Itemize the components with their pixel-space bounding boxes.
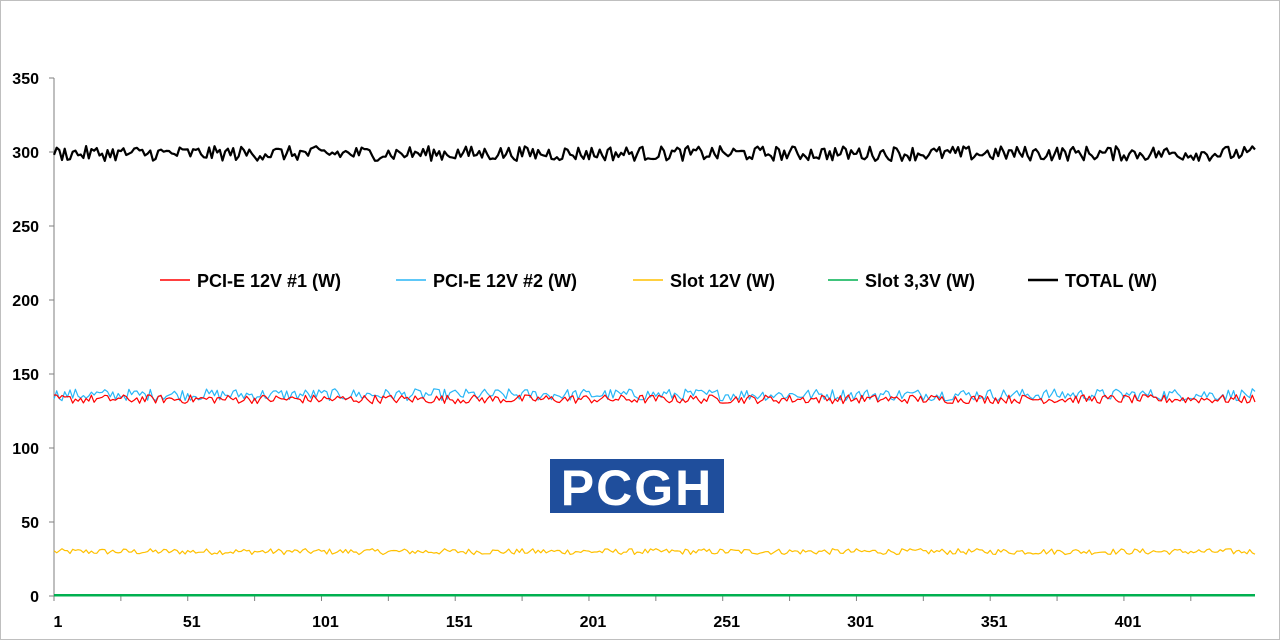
logo-background [550,459,724,513]
x-tick-label: 251 [713,614,740,631]
y-tick-label: 350 [12,71,39,88]
legend-label: PCI-E 12V #1 (W) [197,271,341,291]
legend-label: Slot 12V (W) [670,271,775,291]
series-line-0 [53,394,1256,405]
legend-label: TOTAL (W) [1065,271,1157,291]
x-tick-label: 1 [54,614,63,631]
x-tick-label: 151 [446,614,473,631]
series-layer [52,145,1256,597]
y-tick-label: 150 [12,367,39,384]
y-tick-label: 250 [12,219,39,236]
y-tick-label: 300 [12,145,39,162]
y-tick-label: 50 [21,515,39,532]
logo-text: PCGH [561,460,713,516]
x-tick-label: 51 [183,614,201,631]
legend-label: Slot 3,3V (W) [865,271,975,291]
x-tick-label: 201 [580,614,607,631]
legend-label: PCI-E 12V #2 (W) [433,271,577,291]
pcgh-logo: PCGH [550,459,724,516]
series-line-2 [53,548,1256,556]
legend: PCI-E 12V #1 (W) PCI-E 12V #2 (W) Slot 12V… [160,271,1157,291]
series-line-4 [52,145,1256,162]
y-tick-label: 0 [30,589,39,606]
x-tick-label: 401 [1115,614,1142,631]
x-tick-label: 351 [981,614,1008,631]
x-tick-label: 101 [312,614,339,631]
x-tick-label: 301 [847,614,874,631]
y-tick-label: 200 [12,293,39,310]
y-tick-label: 100 [12,441,39,458]
